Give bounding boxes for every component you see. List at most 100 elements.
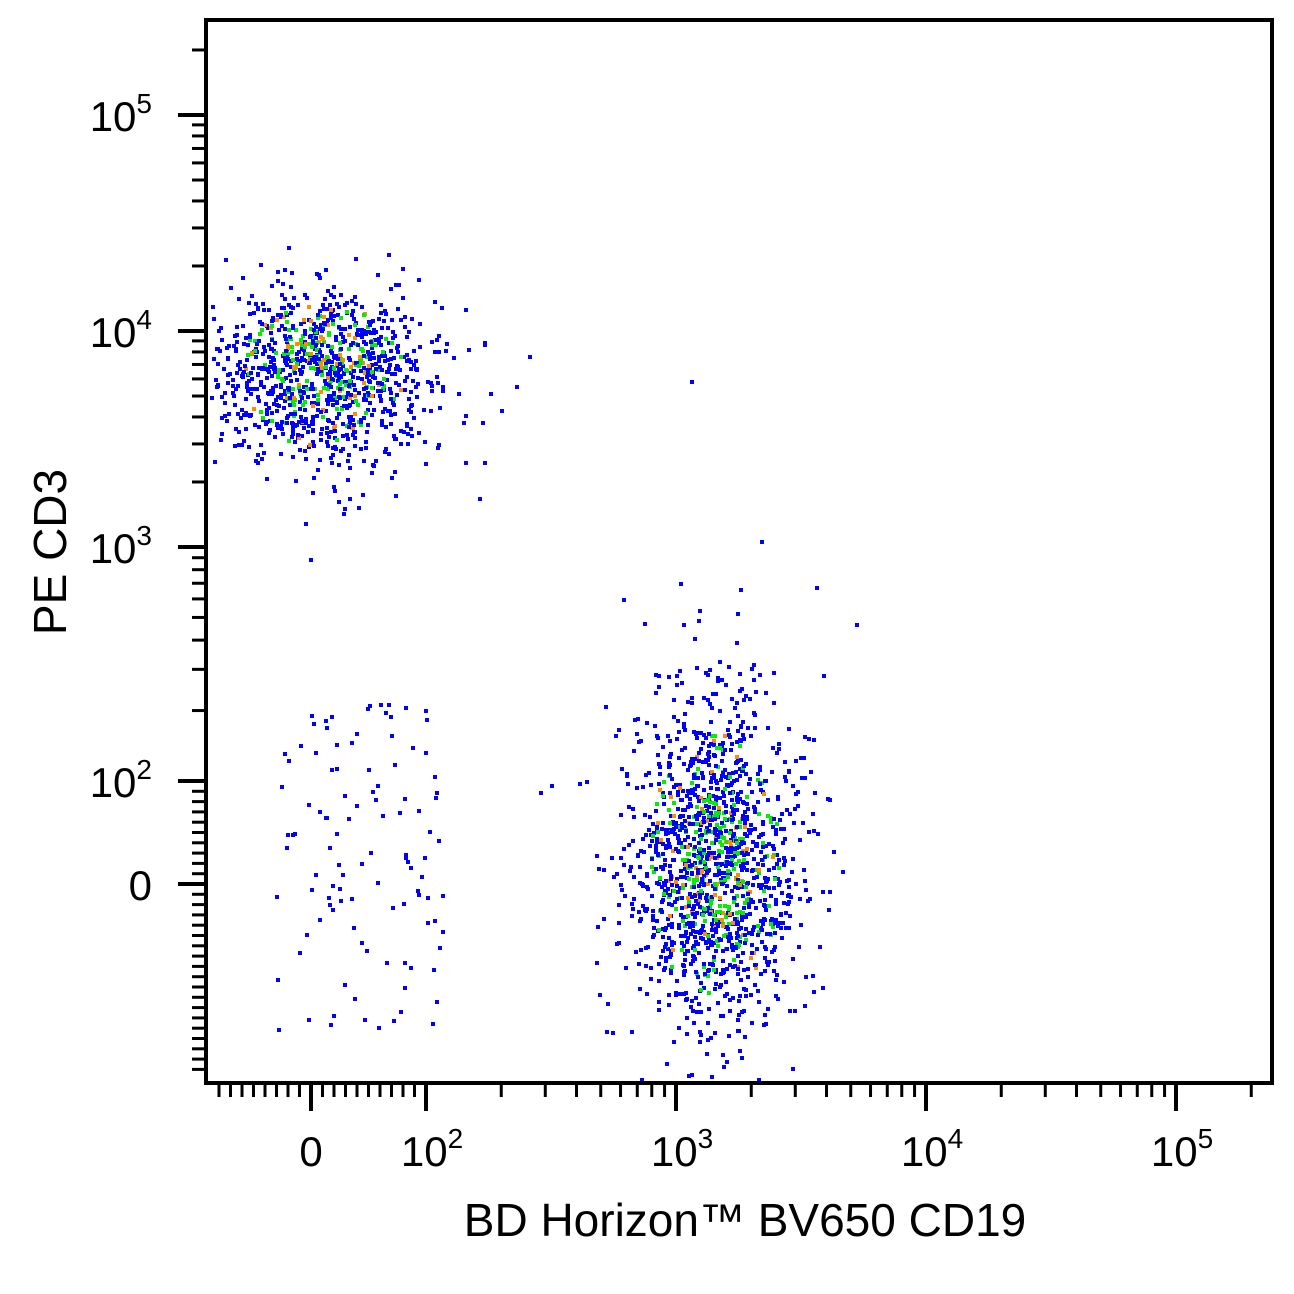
event-dot: [293, 440, 297, 444]
event-dot: [708, 668, 712, 672]
event-dot: [366, 707, 370, 711]
event-dot: [389, 391, 393, 395]
event-dot: [693, 845, 697, 849]
event-dot: [657, 685, 661, 689]
event-dot: [841, 870, 845, 874]
event-dot: [716, 944, 720, 948]
event-dot: [281, 282, 285, 286]
event-dot: [727, 772, 731, 776]
event-dot: [382, 319, 386, 323]
event-dot: [743, 821, 747, 825]
event-dot: [371, 351, 375, 355]
event-dot: [305, 387, 309, 391]
event-dot: [371, 319, 375, 323]
event-dot: [396, 344, 400, 348]
event-dot: [714, 949, 718, 953]
event-dot: [693, 894, 697, 898]
event-dot: [368, 367, 372, 371]
event-dot: [433, 300, 437, 304]
event-dot: [314, 336, 318, 340]
event-dot: [759, 788, 763, 792]
event-dot: [681, 883, 685, 887]
event-dot: [757, 1078, 761, 1082]
event-dot: [715, 910, 719, 914]
event-dot: [651, 914, 655, 918]
event-dot: [319, 432, 323, 436]
event-dot: [767, 842, 771, 846]
event-dot: [702, 820, 706, 824]
event-dot: [707, 1007, 711, 1011]
event-dot: [367, 352, 371, 356]
event-dot: [612, 875, 616, 879]
event-dot: [244, 427, 248, 431]
event-dot: [807, 830, 811, 834]
event-dot: [702, 696, 706, 700]
event-dot: [370, 394, 374, 398]
event-dot: [703, 919, 707, 923]
event-dot: [383, 450, 387, 454]
event-dot: [244, 336, 248, 340]
event-dot: [746, 975, 750, 979]
event-dot: [721, 871, 725, 875]
event-dot: [712, 955, 716, 959]
event-dot: [667, 993, 671, 997]
event-dot: [714, 862, 718, 866]
event-dot: [641, 884, 645, 888]
event-dot: [660, 827, 664, 831]
event-dot: [782, 901, 786, 905]
event-dot: [726, 875, 730, 879]
event-dot: [285, 421, 289, 425]
event-dot: [691, 791, 695, 795]
event-dot: [657, 962, 661, 966]
event-dot: [327, 360, 331, 364]
event-dot: [712, 958, 716, 962]
event-dot: [325, 440, 329, 444]
event-dot: [273, 370, 277, 374]
event-dot: [359, 447, 363, 451]
event-dot: [747, 931, 751, 935]
event-dot: [647, 828, 651, 832]
event-dot: [756, 924, 760, 928]
event-dot: [354, 257, 358, 261]
event-dot: [761, 841, 765, 845]
event-dot: [362, 340, 366, 344]
event-dot: [669, 971, 673, 975]
event-dot: [684, 905, 688, 909]
event-dot: [364, 446, 368, 450]
event-dot: [729, 846, 733, 850]
event-dot: [746, 726, 750, 730]
event-dot: [660, 885, 664, 889]
event-dot: [341, 364, 345, 368]
event-dot: [333, 356, 337, 360]
event-dot: [728, 872, 732, 876]
event-dot: [437, 839, 441, 843]
event-dot: [384, 312, 388, 316]
event-dot: [666, 887, 670, 891]
event-dot: [291, 306, 295, 310]
event-dot: [233, 444, 237, 448]
event-dot: [715, 833, 719, 837]
event-dot: [714, 918, 718, 922]
event-dot: [253, 349, 257, 353]
event-dot: [692, 878, 696, 882]
event-dot: [404, 853, 408, 857]
event-dot: [669, 874, 673, 878]
event-dot: [339, 899, 343, 903]
event-dot: [706, 946, 710, 950]
event-dot: [681, 814, 685, 818]
event-dot: [338, 362, 342, 366]
event-dot: [738, 774, 742, 778]
event-dot: [670, 883, 674, 887]
event-dot: [399, 318, 403, 322]
event-dot: [331, 319, 335, 323]
event-dot: [746, 967, 750, 971]
event-dot: [821, 986, 825, 990]
event-dot: [722, 801, 726, 805]
event-dot: [677, 756, 681, 760]
event-dot: [305, 352, 309, 356]
event-dot: [249, 413, 253, 417]
event-dot: [354, 302, 358, 306]
event-dot: [232, 344, 236, 348]
event-dot: [706, 1021, 710, 1025]
event-dot: [793, 807, 797, 811]
